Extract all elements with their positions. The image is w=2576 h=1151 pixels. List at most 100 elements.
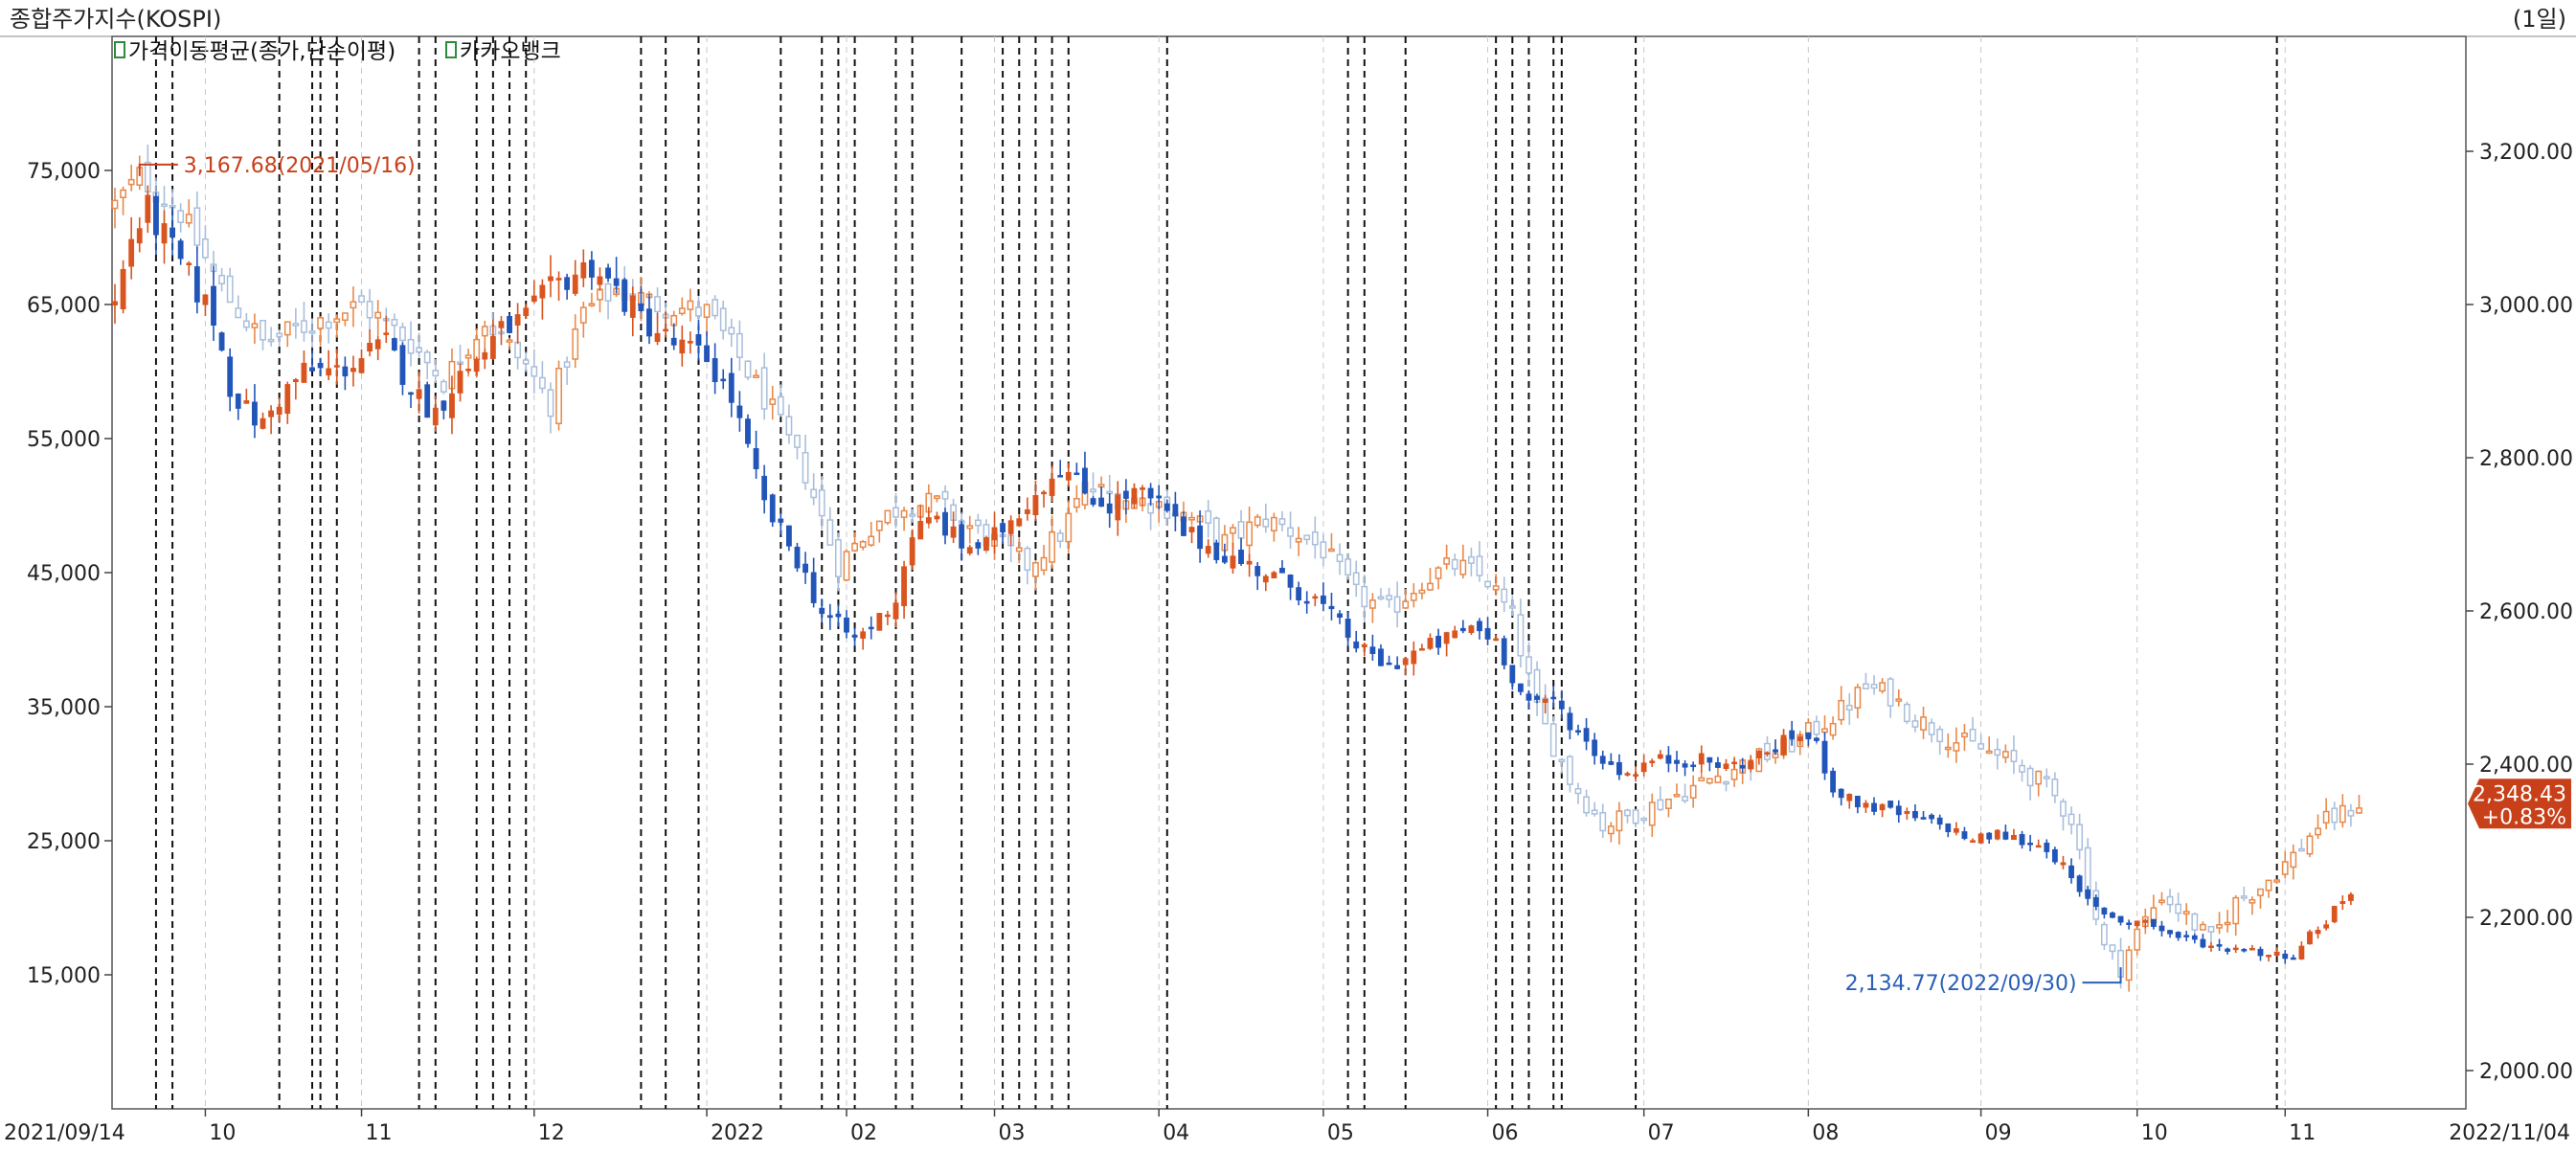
kospi-candle-body xyxy=(1567,756,1573,785)
stock-candle-body xyxy=(1007,520,1014,534)
kospi-candle xyxy=(1368,593,1376,623)
kospi-candle-body xyxy=(407,338,415,354)
stock-candle-body xyxy=(761,475,768,501)
stock-candle xyxy=(1789,720,1796,746)
legend-ma-label: 가격이동평균(종가,단순이평) xyxy=(128,39,395,64)
stock-candle xyxy=(169,206,175,257)
stock-candle-body xyxy=(621,279,628,312)
kospi-candle-body xyxy=(1435,567,1442,579)
x-axis-tick-label: 2022/11/04 xyxy=(2449,1121,2570,1145)
stock-candle xyxy=(457,363,463,402)
kospi-candle xyxy=(2051,772,2059,803)
kospi-candle xyxy=(1599,803,1607,839)
kospi-candle-body xyxy=(760,367,768,410)
kospi-candle-body xyxy=(2322,810,2330,824)
stock-candle-body xyxy=(1164,503,1170,511)
kospi-candle xyxy=(341,312,349,327)
stock-candle-body xyxy=(802,563,808,574)
kospi-candle-body xyxy=(226,275,234,304)
stock-candle-body xyxy=(2307,931,2313,945)
kospi-candle-body xyxy=(1994,748,2001,756)
stock-candle-body xyxy=(333,365,340,368)
kospi-candle xyxy=(2166,889,2174,914)
stock-candle xyxy=(1418,643,1425,651)
stock-candle xyxy=(1262,574,1269,592)
stock-candle-body xyxy=(374,339,381,350)
kospi-candle-body xyxy=(1303,534,1311,541)
stock-candle xyxy=(704,330,710,363)
legend-ma-swatch xyxy=(114,41,125,58)
left-axis-tick-label: 25,000 xyxy=(27,830,101,854)
stock-candle xyxy=(2248,944,2255,951)
stock-candle xyxy=(2044,839,2050,859)
stock-candle xyxy=(1796,733,1803,746)
kospi-candle-body xyxy=(2076,824,2084,851)
stock-candle-body xyxy=(695,334,702,346)
kospi-candle-body xyxy=(1821,728,1828,733)
kospi-candle-body xyxy=(859,541,867,549)
kospi-candle-body xyxy=(1024,547,1031,572)
kospi-candle xyxy=(2100,921,2108,950)
kospi-candle-body xyxy=(1368,599,1376,609)
kospi-candle-body xyxy=(1632,809,1639,824)
stock-candle xyxy=(1715,756,1721,768)
x-axis-tick-label: 02 xyxy=(850,1121,877,1145)
stock-candle-body xyxy=(1238,550,1244,565)
high-annotation: 3,167.68(2021/05/16) xyxy=(138,154,416,178)
stock-candle-body xyxy=(145,194,151,223)
kospi-candle xyxy=(1607,822,1615,843)
kospi-candle-body xyxy=(1476,555,1483,576)
stock-candle-body xyxy=(120,268,126,309)
kospi-candle-body xyxy=(440,380,447,393)
kospi-candle xyxy=(1903,701,1910,725)
stock-candle xyxy=(695,319,702,361)
kospi-candle xyxy=(835,532,842,592)
stock-candle xyxy=(424,381,431,418)
stock-candle xyxy=(2315,926,2321,939)
kospi-candle xyxy=(1492,574,1500,597)
kospi-candle-body xyxy=(538,376,546,390)
stock-candle-body xyxy=(1682,763,1688,768)
kospi-candle-body xyxy=(2166,895,2174,906)
kospi-candle-body xyxy=(1845,704,1853,711)
stock-candle xyxy=(745,414,751,448)
stock-candle xyxy=(514,303,521,345)
kospi-candle xyxy=(588,292,596,307)
stock-candle xyxy=(851,627,858,646)
kospi-candle-body xyxy=(2331,807,2339,824)
stock-candle-body xyxy=(2191,935,2198,940)
stock-candle xyxy=(1016,514,1023,528)
kospi-candle xyxy=(2182,903,2190,925)
stock-candle-body xyxy=(1443,632,1450,644)
stock-candle xyxy=(2117,915,2124,926)
right-axis-tick-label: 2,000.00 xyxy=(2479,1060,2573,1084)
kospi-candle xyxy=(1517,598,1525,668)
kospi-candle xyxy=(1944,733,1952,758)
stock-candle-body xyxy=(1805,732,1812,740)
stock-candle xyxy=(2191,934,2198,944)
stock-candle-body xyxy=(876,613,883,631)
stock-candle-body xyxy=(1057,475,1064,478)
kospi-candle-body xyxy=(794,434,801,448)
kospi-candle-body xyxy=(2010,750,2018,763)
kospi-candle xyxy=(974,513,982,534)
kospi-candle xyxy=(1673,783,1681,798)
kospi-candle xyxy=(1879,678,1887,694)
stock-candle xyxy=(753,430,759,480)
kospi-candle-body xyxy=(120,189,126,198)
stock-candle xyxy=(1411,641,1417,676)
stock-candle-body xyxy=(2225,948,2231,952)
stock-candle-body xyxy=(1230,555,1236,569)
last-price-badge: 2,348.43 +0.83% xyxy=(2468,779,2571,829)
stock-candle-body xyxy=(1493,638,1500,642)
stock-candle xyxy=(1608,753,1615,766)
stock-candle-body xyxy=(1509,665,1516,684)
stock-candle-body xyxy=(1929,814,1935,820)
kospi-candle-body xyxy=(1665,798,1672,809)
stock-candle xyxy=(350,355,356,387)
stock-candle xyxy=(1172,491,1179,531)
kospi-candle xyxy=(1895,688,1903,707)
stock-candle xyxy=(432,395,439,432)
x-axis-tick-label: 06 xyxy=(1492,1121,1519,1145)
kospi-candle xyxy=(1863,672,1869,689)
